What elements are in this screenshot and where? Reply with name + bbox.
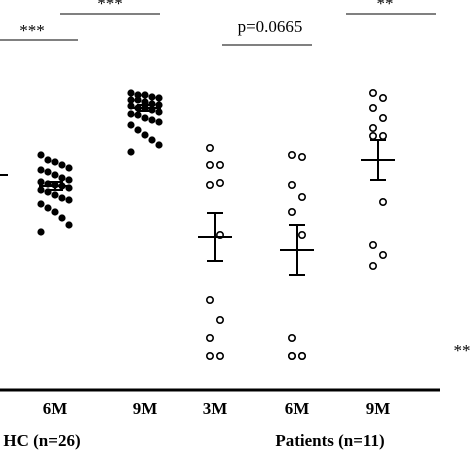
annotation: *** — [19, 21, 45, 40]
data-point — [155, 94, 163, 102]
data-point — [65, 164, 73, 172]
data-point — [368, 124, 377, 133]
group-label: HC (n=26) — [3, 431, 80, 450]
x-tick-label: 6M — [43, 399, 68, 418]
data-point — [58, 194, 66, 202]
data-point — [134, 96, 142, 104]
data-point — [368, 132, 377, 141]
error-bar — [289, 224, 305, 276]
data-point — [378, 132, 387, 141]
annotation: ** — [454, 341, 471, 360]
data-point — [37, 228, 45, 236]
data-point — [127, 110, 135, 118]
data-point — [368, 104, 377, 113]
data-point — [155, 141, 163, 149]
data-point — [206, 351, 215, 360]
data-point — [287, 151, 296, 160]
error-bar — [47, 181, 63, 191]
data-point — [65, 221, 73, 229]
data-point — [134, 111, 142, 119]
data-point — [127, 89, 135, 97]
data-point — [134, 126, 142, 134]
data-point — [141, 91, 149, 99]
data-point — [297, 351, 306, 360]
data-point — [378, 251, 387, 260]
data-point — [148, 136, 156, 144]
data-point — [378, 94, 387, 103]
annotation: ** — [377, 0, 394, 13]
error-bar — [137, 104, 153, 112]
data-point — [58, 214, 66, 222]
data-point — [58, 174, 66, 182]
data-point — [297, 231, 306, 240]
data-point — [148, 116, 156, 124]
data-point — [368, 261, 377, 270]
data-point — [216, 315, 225, 324]
data-point — [37, 186, 45, 194]
data-point — [58, 161, 66, 169]
data-point — [216, 351, 225, 360]
data-point — [206, 144, 215, 153]
data-point — [141, 131, 149, 139]
data-point — [51, 171, 59, 179]
data-point — [287, 208, 296, 217]
data-point — [297, 193, 306, 202]
data-point — [141, 114, 149, 122]
data-point — [37, 178, 45, 186]
data-point — [368, 241, 377, 250]
group-label: Patients (n=11) — [275, 431, 384, 450]
data-point — [44, 204, 52, 212]
data-point — [37, 166, 45, 174]
data-point — [37, 200, 45, 208]
data-point — [155, 108, 163, 116]
data-point — [127, 148, 135, 156]
data-point — [127, 121, 135, 129]
data-point — [287, 351, 296, 360]
x-tick-label: 6M — [285, 399, 310, 418]
data-point — [297, 153, 306, 162]
data-point — [155, 118, 163, 126]
data-point — [141, 98, 149, 106]
x-tick-label: 9M — [133, 399, 158, 418]
data-point — [51, 158, 59, 166]
data-point — [51, 191, 59, 199]
data-point — [65, 196, 73, 204]
data-point — [44, 156, 52, 164]
data-point — [287, 333, 296, 342]
x-tick-label: 3M — [203, 399, 228, 418]
data-point — [51, 208, 59, 216]
data-point — [206, 181, 215, 190]
data-point — [287, 181, 296, 190]
data-point — [206, 295, 215, 304]
annotation: p=0.0665 — [238, 17, 303, 36]
data-point — [216, 179, 225, 188]
data-point — [368, 89, 377, 98]
annotation: *** — [97, 0, 123, 13]
data-point — [378, 114, 387, 123]
data-point — [37, 151, 45, 159]
data-point — [65, 176, 73, 184]
x-tick-label: 9M — [366, 399, 391, 418]
data-point — [44, 168, 52, 176]
data-point — [155, 101, 163, 109]
data-point — [216, 161, 225, 170]
error-bar — [370, 139, 386, 181]
data-point — [148, 93, 156, 101]
data-point — [378, 198, 387, 207]
data-point — [206, 161, 215, 170]
data-point — [134, 91, 142, 99]
data-point — [206, 333, 215, 342]
data-point — [127, 96, 135, 104]
error-bar — [207, 212, 223, 262]
